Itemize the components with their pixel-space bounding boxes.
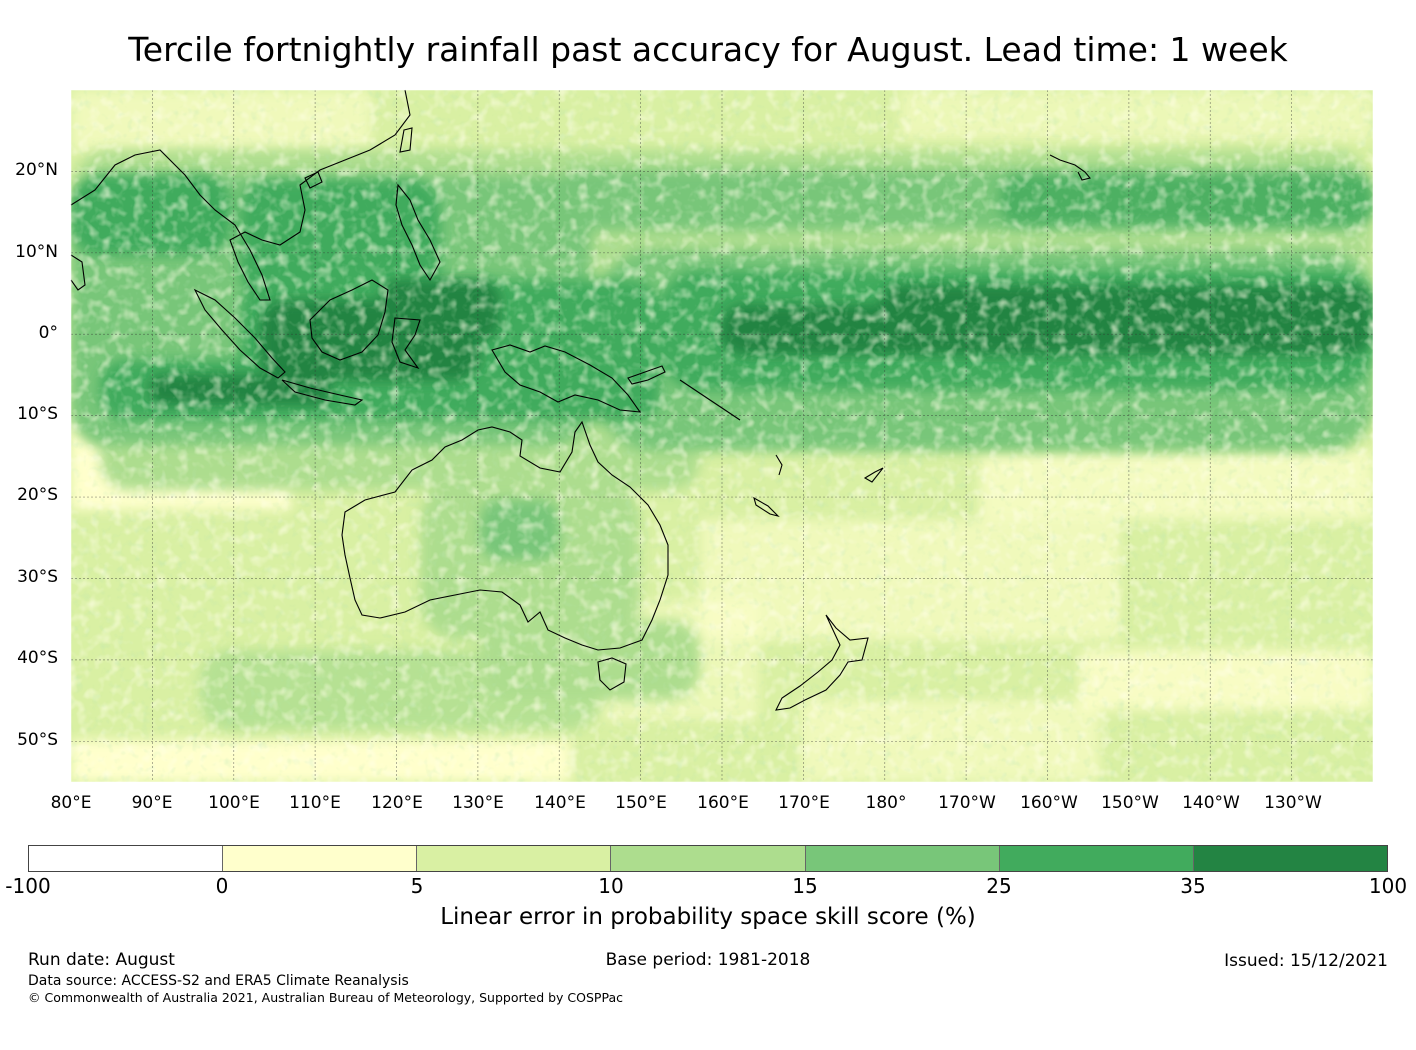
colorbar xyxy=(28,845,1388,872)
lon-label-160e: 160°E xyxy=(697,793,749,813)
coastline-borneo xyxy=(309,279,389,361)
map-title: Tercile fortnightly rainfall past accura… xyxy=(128,30,1288,69)
coastline-hainan xyxy=(304,171,323,189)
coastline-asia xyxy=(70,89,411,301)
lat-label-40s: 40°S xyxy=(17,648,58,668)
lat-label-20n: 20°N xyxy=(15,160,58,180)
colorbar-segment xyxy=(805,846,1000,871)
coastline-hawaii xyxy=(1049,154,1091,181)
colorbar-segment xyxy=(223,846,418,871)
lon-label-110e: 110°E xyxy=(289,793,341,813)
lon-label-170w: 170°W xyxy=(938,793,996,813)
coastline-solomon-islands xyxy=(679,379,741,421)
coastline-new-zealand xyxy=(775,614,869,711)
lon-label-90e: 90°E xyxy=(131,793,173,813)
colorbar-tick: 35 xyxy=(1180,874,1206,898)
colorbar-tick: 25 xyxy=(986,874,1012,898)
coastline-fiji xyxy=(863,467,884,483)
coastlines xyxy=(70,89,1091,711)
lat-label-50s: 50°S xyxy=(17,730,58,750)
lon-label-120e: 120°E xyxy=(371,793,423,813)
coastline-new-caledonia xyxy=(753,496,780,518)
lat-label-0: 0° xyxy=(38,323,58,343)
colorbar-tick: 10 xyxy=(598,874,624,898)
coastline-vanuatu xyxy=(775,454,783,476)
colorbar-tick: 100 xyxy=(1368,874,1408,898)
coastline-new-guinea xyxy=(491,344,642,413)
lon-label-150e: 150°E xyxy=(615,793,667,813)
colorbar-segment xyxy=(417,846,612,871)
base-period: Base period: 1981-2018 xyxy=(605,950,811,970)
lon-label-170e: 170°E xyxy=(778,793,830,813)
lon-label-180: 180° xyxy=(865,793,907,813)
colorbar-segment xyxy=(1193,846,1387,871)
colorbar-tick: 5 xyxy=(410,874,424,898)
lon-label-130w: 130°W xyxy=(1264,793,1322,813)
lon-label-140e: 140°E xyxy=(534,793,586,813)
lon-label-100e: 100°E xyxy=(208,793,260,813)
coastline-sri-lanka xyxy=(70,254,86,291)
coastline-australia xyxy=(341,420,669,651)
lon-label-130e: 130°E xyxy=(452,793,504,813)
lat-label-30s: 30°S xyxy=(17,567,58,587)
colorbar-tick: 15 xyxy=(792,874,818,898)
lon-label-140w: 140°W xyxy=(1182,793,1240,813)
colorbar-segment xyxy=(999,846,1194,871)
coastline-sulawesi xyxy=(391,317,421,370)
coastline-philippines xyxy=(395,183,441,282)
run-date: Run date: August xyxy=(28,950,175,970)
lon-label-150w: 150°W xyxy=(1101,793,1159,813)
copyright: © Commonwealth of Australia 2021, Austra… xyxy=(28,990,623,1005)
colorbar-tick: 0 xyxy=(215,874,229,898)
coastline-tasmania xyxy=(597,657,627,691)
colorbar-segment xyxy=(29,846,224,871)
coastline-java xyxy=(281,379,364,406)
colorbar-segment xyxy=(611,846,806,871)
lat-label-10s: 10°S xyxy=(17,404,58,424)
issued-date: Issued: 15/12/2021 xyxy=(1224,951,1388,971)
coastline-sumatra xyxy=(193,288,286,379)
data-source: Data source: ACCESS-S2 and ERA5 Climate … xyxy=(28,973,409,989)
lat-label-20s: 20°S xyxy=(17,485,58,505)
lat-label-10n: 10°N xyxy=(15,242,58,262)
skill-score-map xyxy=(70,89,1374,783)
lon-label-160w: 160°W xyxy=(1020,793,1078,813)
coastline-new-britain xyxy=(627,365,666,385)
colorbar-tick: -100 xyxy=(5,874,51,898)
lon-label-80e: 80°E xyxy=(50,793,92,813)
colorbar-label: Linear error in probability space skill … xyxy=(440,904,976,930)
coastline-taiwan xyxy=(399,127,413,153)
map-gridlines xyxy=(71,90,1373,782)
